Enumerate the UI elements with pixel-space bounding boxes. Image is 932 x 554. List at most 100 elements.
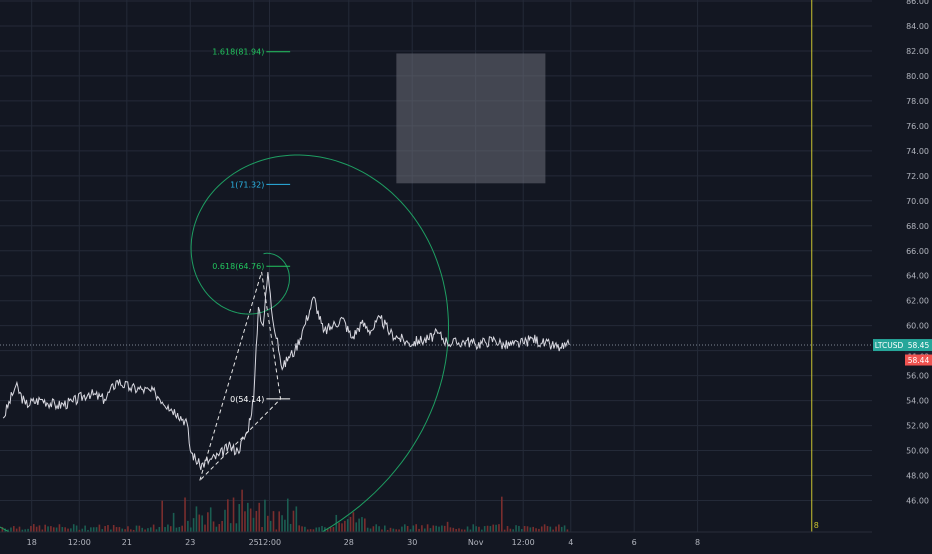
volume-bar: [195, 506, 198, 532]
fib-level-label: 1(71.32): [230, 180, 264, 189]
volume-bars: [1, 489, 569, 532]
time-axis-tick: 4: [568, 538, 573, 547]
volume-bar: [518, 525, 520, 532]
price-axis-tick: 60.00: [906, 322, 929, 331]
volume-bar: [87, 529, 89, 532]
volume-bar: [209, 507, 212, 532]
volume-bar: [64, 527, 66, 532]
volume-bar: [7, 529, 9, 532]
rectangle-drawing[interactable]: [396, 53, 546, 184]
volume-bar: [503, 529, 506, 532]
volume-bar: [406, 526, 409, 532]
volume-bar: [361, 517, 363, 532]
price-axis-tick: 46.00: [906, 497, 929, 506]
time-axis-tick: 28: [344, 538, 354, 547]
volume-bar: [281, 515, 283, 532]
volume-bar: [115, 527, 118, 532]
price-axis-tick: 48.00: [906, 472, 929, 481]
volume-bar: [443, 525, 446, 532]
volume-bar: [138, 525, 141, 532]
volume-bar: [184, 497, 186, 532]
vertical-marker[interactable]: 8: [811, 0, 819, 532]
price-axis-tick: 64.00: [906, 272, 929, 281]
volume-bar: [27, 528, 29, 532]
volume-bar: [90, 527, 92, 532]
volume-bar: [392, 528, 395, 532]
volume-bar: [47, 526, 49, 532]
volume-bar: [306, 529, 309, 532]
volume-bar: [178, 526, 181, 532]
volume-bar: [421, 525, 423, 532]
volume-bar: [506, 526, 509, 532]
time-axis-tick: 25: [249, 538, 259, 547]
volume-bar: [38, 525, 41, 532]
volume-bar: [50, 526, 52, 532]
time-axis-background: [0, 532, 872, 550]
volume-bar: [70, 528, 72, 532]
volume-bar: [158, 527, 161, 532]
time-axis-tick: 6: [632, 538, 637, 547]
volume-bar: [98, 524, 101, 532]
volume-bar: [398, 529, 400, 532]
volume-bar: [15, 528, 18, 532]
volume-bar: [215, 526, 218, 532]
volume-bar: [121, 528, 124, 532]
zigzag-line[interactable]: [199, 271, 282, 481]
price-axis-tick: 82.00: [906, 47, 929, 56]
volume-bar: [204, 524, 206, 532]
price-axis-tick: 62.00: [906, 297, 929, 306]
price-axis[interactable]: 46.0048.0050.0052.0054.0056.0058.0060.00…: [872, 0, 932, 550]
volume-bar: [18, 526, 21, 532]
zigzag-pattern[interactable]: [199, 271, 282, 481]
fibonacci-levels[interactable]: 1.618(81.94) 1(71.32) 0.618(64.76) 0(54.14): [212, 48, 291, 404]
price-axis-tick: 78.00: [906, 97, 929, 106]
volume-bar: [55, 527, 58, 532]
volume-bar: [338, 522, 340, 532]
volume-bar: [295, 506, 298, 532]
volume-bar: [107, 525, 109, 532]
volume-bar: [469, 529, 472, 532]
volume-bar: [61, 527, 64, 532]
volume-bar: [187, 520, 189, 532]
price-axis-tick: 72.00: [906, 172, 929, 181]
volume-bar: [58, 524, 61, 532]
volume-bar: [449, 527, 452, 532]
price-axis-tick: 84.00: [906, 22, 929, 31]
time-axis[interactable]: 18 12:00 21 23 25 12:00 28 30 Nov 12:00 4 6 8: [0, 531, 872, 550]
volume-bar: [1, 527, 4, 532]
volume-bar: [520, 529, 523, 532]
volume-bar: [198, 514, 201, 532]
volume-bar: [301, 526, 303, 532]
volume-bar: [529, 527, 532, 532]
volume-bar: [543, 524, 546, 532]
volume-bar: [252, 517, 255, 532]
volume-bar: [346, 519, 349, 532]
volume-bar: [218, 524, 221, 532]
volume-bar: [498, 524, 500, 532]
volume-bar: [478, 526, 480, 532]
time-axis-tick: 12:00: [512, 538, 535, 547]
price-axis-tick: 56.00: [906, 372, 929, 381]
volume-bar: [395, 529, 398, 532]
volume-bar: [207, 512, 209, 532]
time-axis-tick: 23: [185, 538, 195, 547]
volume-bar: [247, 502, 249, 532]
time-axis-tick: Nov: [468, 538, 484, 547]
volume-bar: [386, 529, 389, 532]
volume-bar: [189, 527, 192, 532]
time-axis-tick: 8: [695, 538, 700, 547]
volume-bar: [463, 529, 466, 532]
volume-bar: [21, 529, 24, 532]
volume-bar: [112, 525, 115, 532]
time-axis-tick: 18: [27, 538, 37, 547]
rectangle-box[interactable]: [396, 53, 546, 184]
volume-bar: [35, 526, 38, 532]
price-line: [2, 271, 570, 471]
fib-level-label: 0.618(64.76): [212, 262, 264, 271]
volume-bar: [412, 525, 415, 532]
volume-bar: [292, 510, 295, 532]
